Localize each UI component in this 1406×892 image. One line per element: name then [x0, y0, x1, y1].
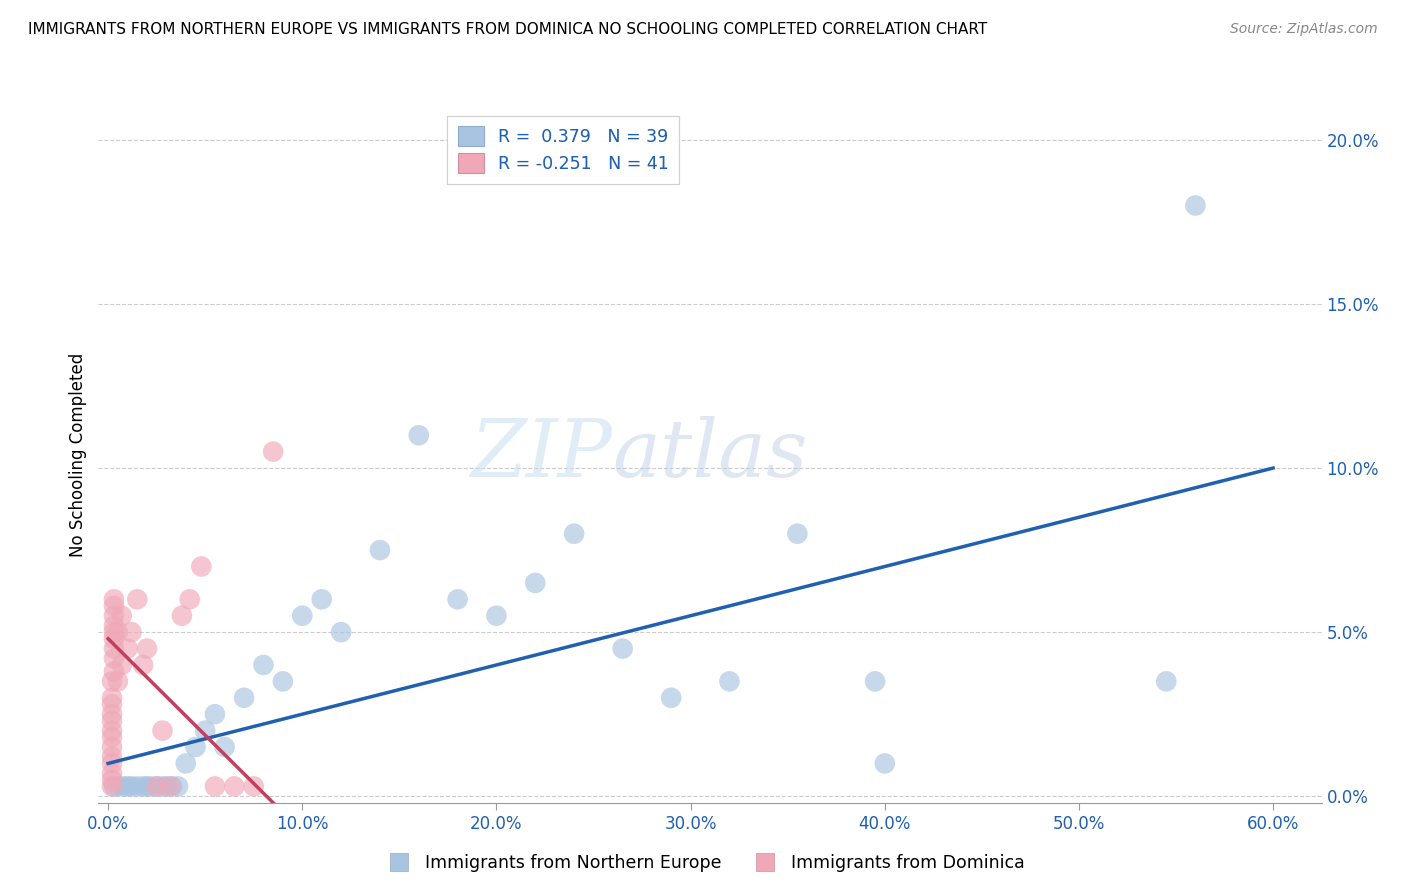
Point [152, 723, 174, 738]
Point [103, 592, 125, 607]
Point [873, 756, 896, 771]
Point [204, 780, 226, 794]
Point [101, 707, 124, 722]
Point [117, 641, 139, 656]
Point [120, 625, 142, 640]
Point [242, 780, 264, 794]
Point [103, 651, 125, 665]
Point [107, 625, 129, 640]
Point [103, 641, 125, 656]
Point [718, 674, 741, 689]
Point [111, 657, 134, 672]
Point [863, 674, 886, 689]
Point [101, 690, 124, 705]
Point [103, 599, 125, 613]
Point [127, 780, 149, 794]
Point [103, 665, 125, 679]
Point [101, 772, 124, 787]
Point [152, 780, 174, 794]
Text: atlas: atlas [612, 417, 807, 493]
Point [786, 526, 808, 541]
Point [101, 698, 124, 712]
Point [262, 444, 284, 458]
Point [101, 780, 124, 794]
Point [1184, 198, 1206, 212]
Point [408, 428, 430, 442]
Point [136, 641, 159, 656]
Point [160, 780, 183, 794]
Point [112, 780, 135, 794]
Point [127, 592, 149, 607]
Point [190, 559, 212, 574]
Point [170, 608, 193, 623]
Point [101, 749, 124, 764]
Point [194, 723, 217, 738]
Text: ZIP: ZIP [471, 417, 612, 493]
Point [204, 707, 226, 722]
Point [271, 674, 294, 689]
Point [224, 780, 246, 794]
Point [179, 592, 201, 607]
Point [145, 780, 167, 794]
Point [446, 592, 468, 607]
Point [101, 766, 124, 780]
Text: IMMIGRANTS FROM NORTHERN EUROPE VS IMMIGRANTS FROM DOMINICA NO SCHOOLING COMPLET: IMMIGRANTS FROM NORTHERN EUROPE VS IMMIG… [28, 22, 987, 37]
Point [291, 608, 314, 623]
Point [368, 543, 391, 558]
Point [167, 780, 190, 794]
Point [659, 690, 682, 705]
Point [120, 780, 142, 794]
Point [155, 780, 177, 794]
Point [117, 780, 139, 794]
Point [101, 723, 124, 738]
Point [330, 625, 353, 640]
Point [101, 730, 124, 744]
Point [311, 592, 333, 607]
Point [174, 756, 197, 771]
Point [145, 780, 167, 794]
Point [107, 780, 129, 794]
Point [101, 674, 124, 689]
Point [136, 780, 159, 794]
Point [111, 608, 134, 623]
Point [132, 780, 155, 794]
Point [103, 625, 125, 640]
Point [103, 608, 125, 623]
Point [233, 690, 256, 705]
Point [103, 780, 125, 794]
Point [101, 714, 124, 728]
Y-axis label: No Schooling Completed: No Schooling Completed [69, 353, 87, 557]
Point [107, 674, 129, 689]
Point [184, 739, 207, 754]
Point [562, 526, 585, 541]
Point [485, 608, 508, 623]
Point [101, 739, 124, 754]
Point [612, 641, 634, 656]
Point [132, 657, 155, 672]
Point [214, 739, 236, 754]
Point [103, 618, 125, 632]
Point [139, 780, 162, 794]
Point [1156, 674, 1178, 689]
Point [524, 575, 547, 590]
Text: Source: ZipAtlas.com: Source: ZipAtlas.com [1230, 22, 1378, 37]
Point [159, 780, 181, 794]
Point [252, 657, 274, 672]
Point [101, 756, 124, 771]
Legend: R =  0.379   N = 39, R = -0.251   N = 41: R = 0.379 N = 39, R = -0.251 N = 41 [447, 116, 679, 184]
Legend: Immigrants from Northern Europe, Immigrants from Dominica: Immigrants from Northern Europe, Immigra… [374, 847, 1032, 879]
Point [103, 632, 125, 646]
